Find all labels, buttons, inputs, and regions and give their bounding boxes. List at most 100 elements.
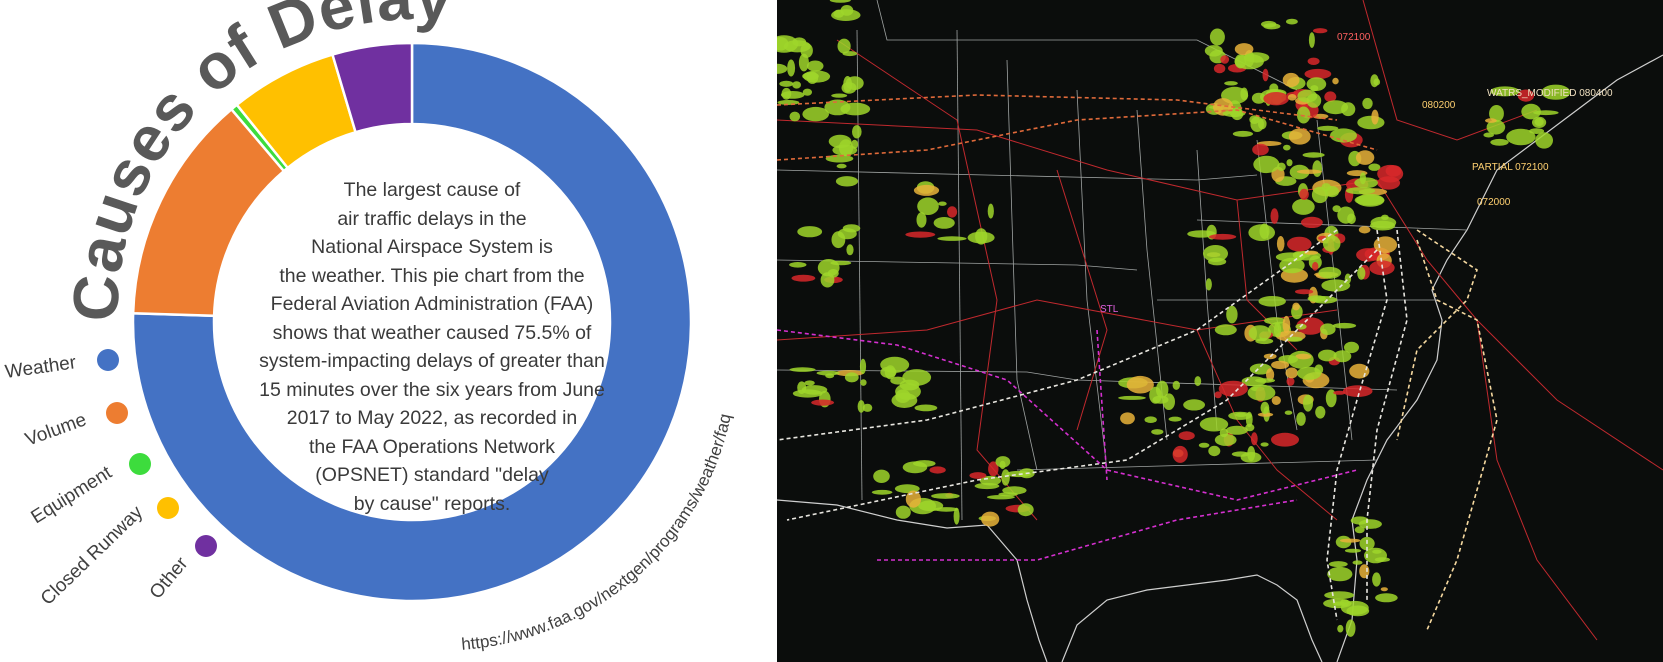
- precip-cell: [1345, 187, 1376, 195]
- legend-dot-weather: [97, 349, 119, 371]
- precip-cell: [1368, 163, 1381, 171]
- precip-cell: [1286, 336, 1303, 342]
- precip-cell: [1295, 353, 1312, 360]
- precip-cell: [1320, 323, 1336, 336]
- precip-cell: [1327, 566, 1353, 582]
- legend-label-equipment: Equipment: [28, 462, 117, 528]
- precip-cell: [1253, 155, 1280, 174]
- precip-cell: [1287, 94, 1297, 101]
- precip-cell: [913, 184, 940, 196]
- precip-cell: [1001, 469, 1010, 486]
- precip-cell: [1318, 349, 1337, 362]
- precip-cell: [1297, 89, 1318, 103]
- slice-other: [330, 41, 414, 134]
- legend-dot-equipment: [129, 453, 151, 475]
- precip-cell: [829, 0, 851, 3]
- precip-cell: [1374, 557, 1390, 562]
- precip-cell: [1178, 431, 1195, 441]
- precip-cell: [1260, 401, 1270, 414]
- precip-cell: [851, 139, 859, 149]
- precip-cell: [1287, 236, 1312, 252]
- precip-cell: [1307, 57, 1320, 65]
- precip-cell: [1490, 138, 1509, 146]
- precip-cell: [1324, 591, 1354, 600]
- precip-cell: [1312, 261, 1319, 271]
- precip-cell: [937, 236, 967, 241]
- precip-cell: [981, 511, 1000, 527]
- precip-cell: [1258, 296, 1286, 307]
- precip-cell: [1370, 216, 1397, 229]
- precip-cell: [929, 466, 946, 474]
- precip-cell: [1245, 411, 1253, 428]
- precip-cell: [806, 60, 824, 72]
- description-line: the weather. This pie chart from the: [279, 264, 585, 287]
- flight-routes: [777, 94, 1498, 631]
- precip-cell: [1521, 103, 1541, 120]
- precip-cell: [1263, 92, 1289, 106]
- precip-cell: [1282, 315, 1291, 334]
- precip-cell: [1489, 105, 1504, 123]
- precip-cell: [831, 9, 861, 21]
- precip-cell: [837, 38, 851, 54]
- precip-cell: [777, 63, 788, 74]
- precip-cell: [1517, 89, 1535, 102]
- slice-weather: [131, 41, 693, 603]
- precip-cell: [1342, 385, 1373, 397]
- precip-cell: [1345, 619, 1356, 637]
- precip-cell: [1208, 445, 1221, 457]
- precip-cell: [1263, 23, 1281, 30]
- precip-cell: [803, 70, 831, 83]
- precip-cell: [1260, 442, 1269, 447]
- precip-cell: [1485, 118, 1497, 123]
- delay-causes-chart-panel: Causes of Delays WeatherVolumeEquipmentC…: [0, 0, 775, 662]
- precip-cell: [789, 262, 807, 268]
- precip-cell: [831, 93, 848, 98]
- chart-description: The largest cause of air traffic delays i…: [228, 176, 636, 516]
- precip-cell: [789, 367, 816, 372]
- precip-cell: [987, 203, 994, 219]
- precip-cell: [1288, 128, 1311, 145]
- precip-cell: [947, 206, 958, 218]
- precip-cell: [1352, 560, 1363, 565]
- precip-cell: [1271, 360, 1290, 370]
- map-label-stl: STL: [1100, 304, 1119, 315]
- precip-cell: [1284, 410, 1293, 415]
- precip-cell: [1262, 68, 1269, 82]
- precip-cell: [1377, 176, 1401, 190]
- precip-cell: [969, 472, 987, 479]
- precip-cell: [917, 197, 939, 215]
- precip-cell: [835, 176, 859, 187]
- precip-cell: [1317, 125, 1339, 131]
- precip-cell: [1002, 486, 1027, 495]
- precip-cell: [1234, 43, 1254, 56]
- precip-cell: [1277, 162, 1286, 171]
- precip-cell: [1276, 236, 1285, 252]
- precip-cell: [1372, 572, 1381, 587]
- precip-cell: [842, 224, 861, 233]
- precip-cell: [1255, 378, 1276, 383]
- precip-cell: [1486, 119, 1506, 135]
- precip-cell: [1337, 206, 1355, 224]
- description-line: air traffic delays in the: [337, 207, 527, 230]
- precip-cell: [1285, 367, 1298, 379]
- donut-chart: Causes of Delays WeatherVolumeEquipmentC…: [0, 0, 735, 654]
- precip-cell: [846, 244, 854, 256]
- description-line: National Airspace System is: [311, 236, 553, 258]
- precip-cell: [1312, 160, 1322, 178]
- precip-cell: [1235, 412, 1248, 417]
- precip-cell: [1199, 417, 1229, 432]
- precip-cell: [1183, 399, 1205, 411]
- weather-radar-map: STL WATRS_MODIFIED 080400 PARTIAL 072100…: [777, 0, 1663, 662]
- precipitation-echoes: [777, 0, 1571, 637]
- precip-cell: [1168, 416, 1182, 422]
- precip-cell: [862, 403, 873, 412]
- precip-cell: [836, 163, 847, 169]
- precip-cell: [916, 212, 927, 228]
- map-label-072100: 072100: [1337, 32, 1371, 43]
- precip-cell: [1214, 433, 1237, 446]
- precip-cell: [1194, 376, 1202, 387]
- precip-cell: [1332, 77, 1339, 85]
- precip-cell: [938, 201, 947, 206]
- precip-cell: [1307, 295, 1326, 302]
- precip-cell: [800, 43, 813, 58]
